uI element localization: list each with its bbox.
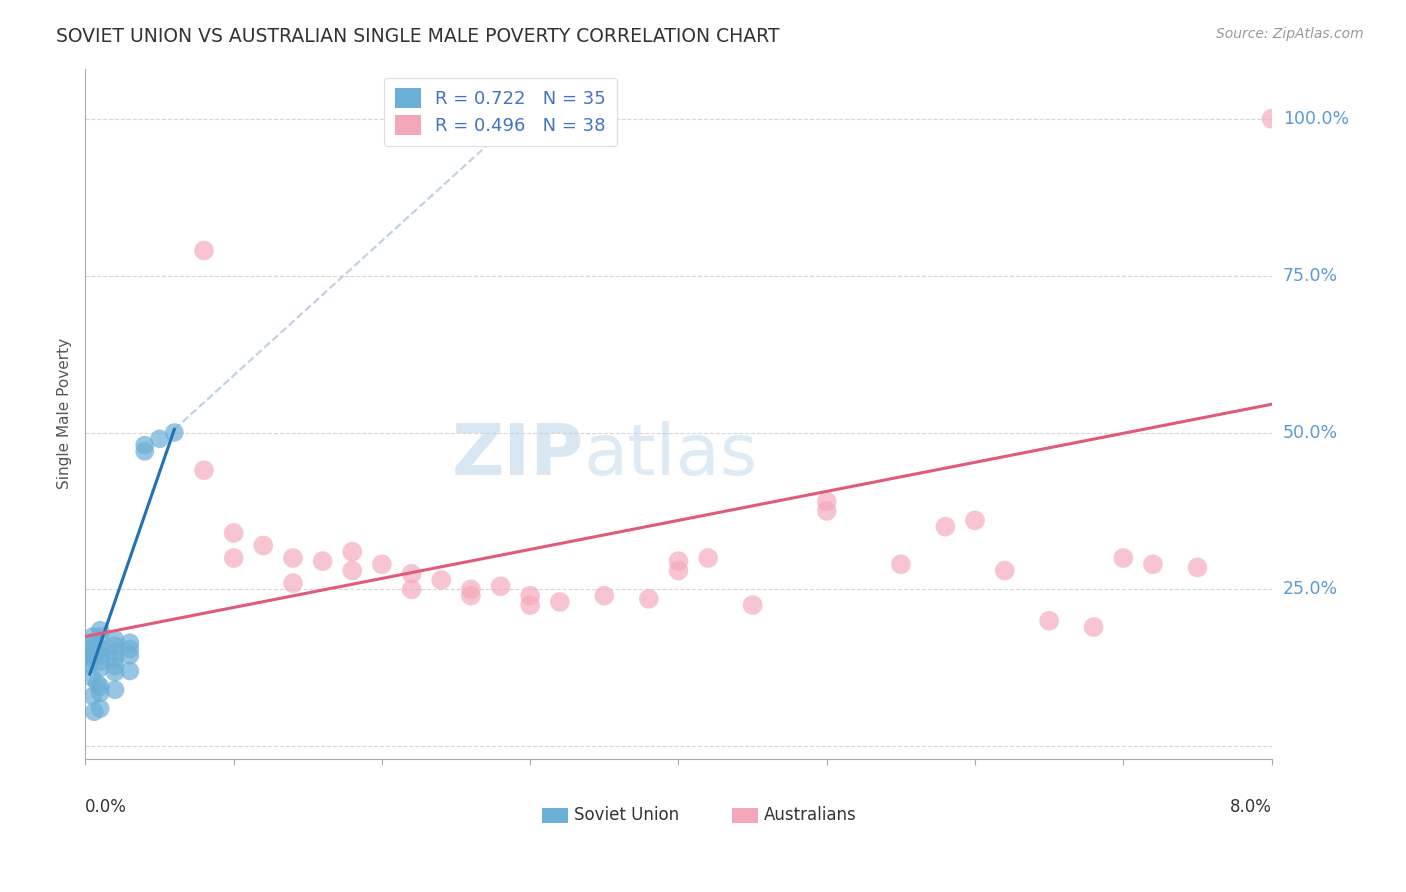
- Point: [342, 564, 364, 578]
- Point: [668, 564, 690, 578]
- Point: [593, 589, 616, 603]
- Point: [118, 636, 141, 650]
- Point: [89, 630, 111, 644]
- Point: [89, 648, 111, 663]
- Text: atlas: atlas: [583, 421, 758, 490]
- Point: [252, 539, 274, 553]
- Point: [281, 576, 304, 591]
- Point: [371, 558, 394, 572]
- Point: [342, 545, 364, 559]
- Text: 8.0%: 8.0%: [1230, 797, 1271, 816]
- Point: [430, 573, 453, 587]
- Point: [222, 525, 245, 540]
- Point: [82, 630, 104, 644]
- Point: [460, 589, 482, 603]
- Point: [89, 655, 111, 669]
- Point: [86, 639, 108, 653]
- Point: [82, 689, 104, 703]
- Point: [668, 554, 690, 568]
- Point: [994, 564, 1017, 578]
- Point: [222, 551, 245, 566]
- Point: [741, 598, 763, 612]
- Point: [401, 566, 423, 581]
- Point: [118, 648, 141, 663]
- Text: 75.0%: 75.0%: [1282, 267, 1339, 285]
- Point: [118, 664, 141, 678]
- Point: [104, 632, 127, 647]
- Text: 50.0%: 50.0%: [1282, 424, 1339, 442]
- Point: [89, 686, 111, 700]
- Point: [1142, 558, 1164, 572]
- Point: [82, 636, 104, 650]
- Point: [1260, 112, 1282, 126]
- Point: [1038, 614, 1060, 628]
- Text: 0.0%: 0.0%: [86, 797, 128, 816]
- Point: [77, 657, 100, 672]
- Text: 25.0%: 25.0%: [1282, 581, 1339, 599]
- Text: Australians: Australians: [763, 805, 856, 824]
- Point: [281, 551, 304, 566]
- Point: [890, 558, 912, 572]
- Point: [104, 651, 127, 665]
- Point: [89, 642, 111, 657]
- Point: [1112, 551, 1135, 566]
- Point: [89, 701, 111, 715]
- Point: [815, 494, 838, 508]
- FancyBboxPatch shape: [733, 808, 758, 823]
- Point: [89, 680, 111, 694]
- Point: [815, 504, 838, 518]
- Point: [193, 244, 215, 258]
- Legend: R = 0.722   N = 35, R = 0.496   N = 38: R = 0.722 N = 35, R = 0.496 N = 38: [384, 78, 617, 146]
- Text: ZIP: ZIP: [451, 421, 583, 490]
- Point: [104, 645, 127, 659]
- Point: [548, 595, 571, 609]
- Text: Source: ZipAtlas.com: Source: ZipAtlas.com: [1216, 27, 1364, 41]
- Point: [104, 682, 127, 697]
- Point: [89, 623, 111, 637]
- Point: [86, 676, 108, 690]
- Point: [460, 582, 482, 597]
- Point: [104, 659, 127, 673]
- Text: 100.0%: 100.0%: [1282, 110, 1348, 128]
- Point: [79, 642, 101, 657]
- Y-axis label: Single Male Poverty: Single Male Poverty: [58, 338, 72, 489]
- Point: [89, 661, 111, 675]
- Point: [80, 670, 103, 684]
- Point: [163, 425, 186, 440]
- Point: [637, 591, 659, 606]
- Point: [963, 513, 986, 527]
- Point: [134, 444, 156, 458]
- Point: [104, 639, 127, 653]
- Point: [1187, 560, 1209, 574]
- Point: [697, 551, 720, 566]
- Point: [148, 432, 170, 446]
- Point: [519, 589, 541, 603]
- Point: [79, 648, 101, 663]
- Point: [77, 651, 100, 665]
- Point: [401, 582, 423, 597]
- Point: [118, 642, 141, 657]
- Point: [489, 579, 512, 593]
- Point: [934, 519, 956, 533]
- FancyBboxPatch shape: [543, 808, 568, 823]
- Point: [193, 463, 215, 477]
- Point: [311, 554, 333, 568]
- Point: [134, 438, 156, 452]
- Point: [519, 598, 541, 612]
- Point: [1083, 620, 1105, 634]
- Text: Soviet Union: Soviet Union: [574, 805, 679, 824]
- Point: [83, 705, 105, 719]
- Text: SOVIET UNION VS AUSTRALIAN SINGLE MALE POVERTY CORRELATION CHART: SOVIET UNION VS AUSTRALIAN SINGLE MALE P…: [56, 27, 780, 45]
- Point: [104, 665, 127, 680]
